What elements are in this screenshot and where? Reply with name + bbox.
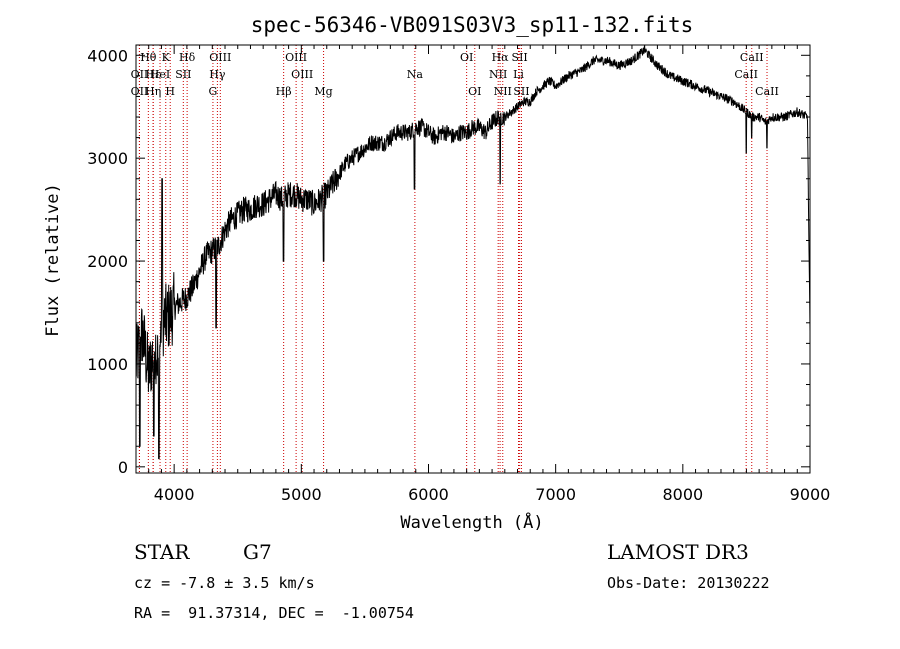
line-marker-label: OIII bbox=[285, 51, 307, 64]
coordinates-line: RA = 91.37314, DEC = -1.00754 bbox=[134, 604, 414, 622]
line-markers bbox=[138, 45, 768, 473]
line-marker-label: G bbox=[209, 85, 218, 98]
line-marker-label: H bbox=[165, 85, 175, 98]
line-marker-label: NII bbox=[489, 68, 507, 81]
line-marker-label: OIII bbox=[209, 51, 231, 64]
x-tick-label: 8000 bbox=[662, 485, 703, 504]
line-marker-label: Hβ bbox=[276, 85, 292, 98]
line-marker-label: NII bbox=[494, 85, 512, 98]
y-tick-label: 3000 bbox=[87, 149, 128, 168]
line-marker-label: OII bbox=[131, 68, 149, 81]
line-marker-label: CaII bbox=[755, 85, 779, 98]
line-marker-label: SII bbox=[513, 85, 529, 98]
line-marker-label: Hγ bbox=[209, 68, 226, 81]
line-marker-label: CaII bbox=[740, 51, 764, 64]
redshift-line: cz = -7.8 ± 3.5 km/s bbox=[134, 574, 315, 592]
line-marker-label: Hη bbox=[145, 85, 161, 98]
y-tick-label: 2000 bbox=[87, 252, 128, 271]
y-axis-label: Flux (relative) bbox=[43, 183, 63, 337]
survey-name: LAMOST DR3 bbox=[607, 540, 749, 564]
object-class: STAR bbox=[134, 540, 190, 564]
x-tick-label: 4000 bbox=[154, 485, 195, 504]
line-marker-label: SII bbox=[512, 51, 528, 64]
line-marker-label: HeI bbox=[150, 68, 170, 81]
x-tick-label: 6000 bbox=[408, 485, 449, 504]
line-marker-label: Li bbox=[513, 68, 524, 81]
line-marker-label: Hε bbox=[146, 68, 162, 81]
axis-tick-labels: 4000 5000 6000 7000 8000 9000 0 1000 2000 3000 400… bbox=[87, 46, 830, 504]
line-marker-label: CaII bbox=[734, 68, 758, 81]
line-marker-label: OIII bbox=[291, 68, 313, 81]
line-marker-label: Mg bbox=[314, 85, 332, 98]
line-marker-label: Hθ bbox=[140, 51, 157, 64]
x-axis-label: Wavelength (Å) bbox=[400, 511, 543, 533]
plot-frame bbox=[135, 44, 811, 474]
line-marker-label: Hα bbox=[492, 51, 510, 64]
line-marker-label: OI bbox=[468, 85, 481, 98]
x-tick-label: 9000 bbox=[790, 485, 831, 504]
line-marker-label: Na bbox=[407, 68, 424, 81]
spectrum-line bbox=[135, 45, 811, 460]
line-marker-label: Hδ bbox=[179, 51, 196, 64]
y-tick-label: 4000 bbox=[87, 46, 128, 65]
line-marker-label: OII bbox=[131, 85, 149, 98]
chart-title: spec-56346-VB091S03V3_sp11-132.fits bbox=[251, 13, 694, 37]
axis-ticks bbox=[135, 45, 811, 473]
obs-date: Obs-Date: 20130222 bbox=[607, 574, 770, 592]
object-subclass: G7 bbox=[243, 540, 272, 564]
y-tick-label: 0 bbox=[118, 458, 128, 477]
line-marker-label: K bbox=[162, 51, 171, 64]
y-tick-label: 1000 bbox=[87, 355, 128, 374]
line-marker-label: SII bbox=[175, 68, 191, 81]
line-marker-label: OI bbox=[460, 51, 473, 64]
x-tick-label: 7000 bbox=[535, 485, 576, 504]
x-tick-label: 5000 bbox=[281, 485, 322, 504]
